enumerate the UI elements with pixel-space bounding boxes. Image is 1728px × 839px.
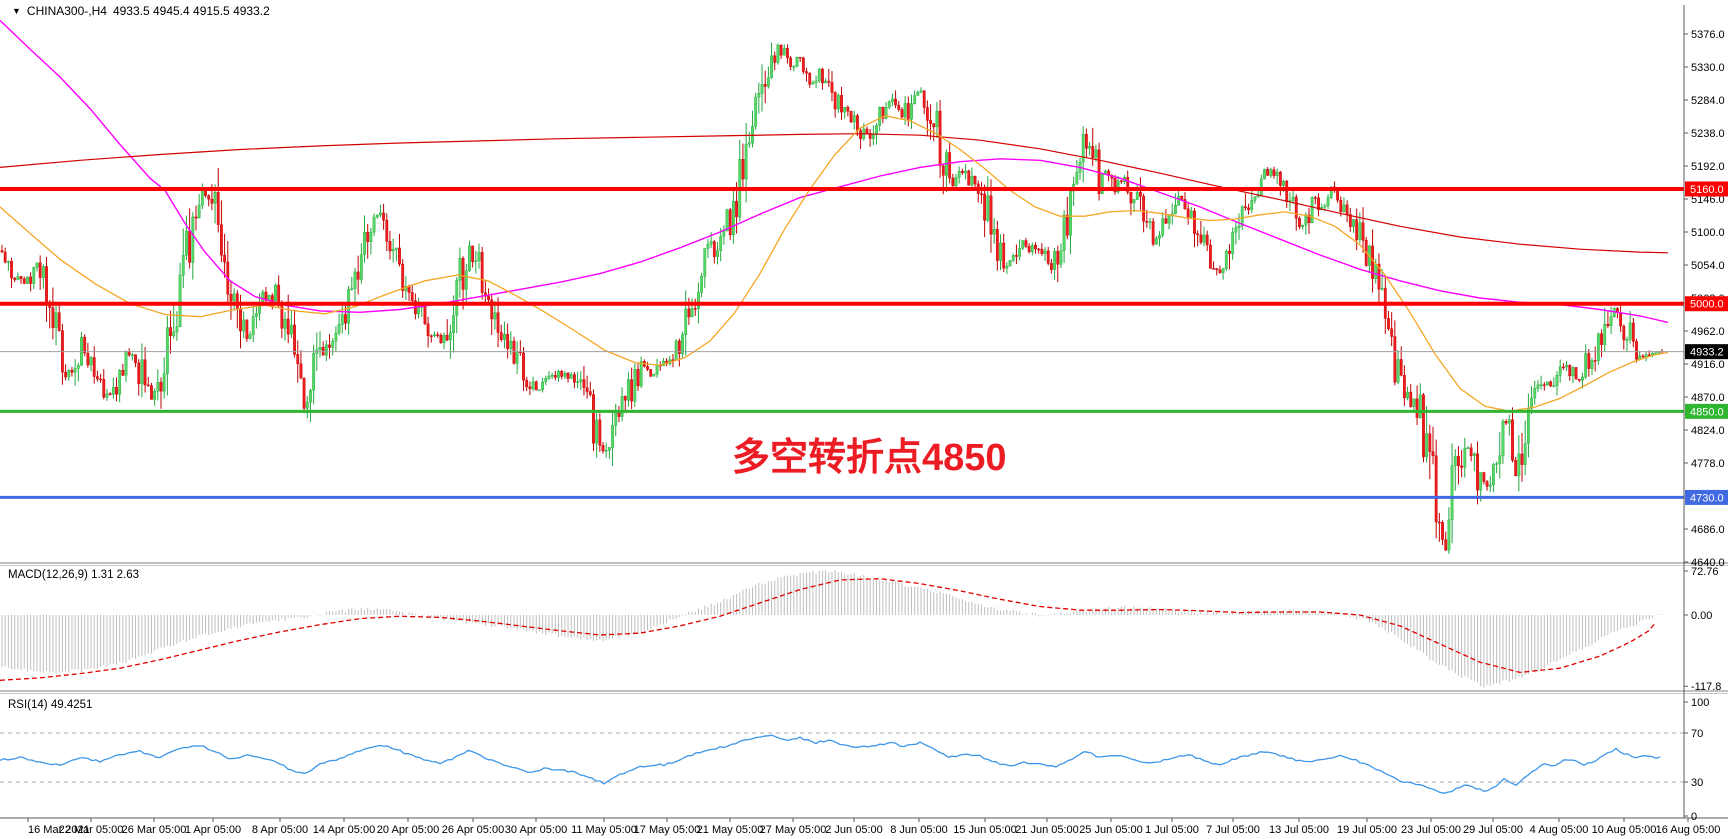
price-badge-resistance-5160 bbox=[1685, 181, 1728, 197]
ohlc-quotes-label: 4933.5 4945.4 4915.5 4933.2 bbox=[112, 4, 270, 18]
price-tick-label: 4640.0 bbox=[1691, 557, 1725, 569]
candles-layer bbox=[0, 42, 1664, 554]
price-badge-support-5000 bbox=[1685, 296, 1728, 312]
annotation-text[interactable]: 多空转折点4850 bbox=[732, 437, 1007, 479]
ma-magenta-line bbox=[0, 19, 1669, 324]
chevron-down-icon[interactable]: ▼ bbox=[12, 6, 21, 16]
macd-indicator-label: MACD(12,26,9) 1.31 2.63 bbox=[8, 569, 140, 581]
symbol-timeframe-label: CHINA300-,H4 bbox=[26, 4, 107, 18]
price-tick-label: 4824.0 bbox=[1691, 425, 1725, 437]
price-badge-label-resistance-5160: 5160.0 bbox=[1690, 184, 1724, 196]
price-tick-label: 4778.0 bbox=[1691, 458, 1725, 470]
rsi-tick-label: 70 bbox=[1691, 728, 1703, 740]
rsi-tick-label: 30 bbox=[1691, 777, 1703, 789]
date-tick-label: 1 Jul 05:00 bbox=[1145, 824, 1199, 836]
price-badge-support-4730 bbox=[1685, 489, 1728, 505]
date-tick-label: 16 Mar 2021 bbox=[28, 824, 90, 836]
price-tick-label: 5376.0 bbox=[1691, 29, 1725, 41]
rsi-indicator-label: RSI(14) 49.4251 bbox=[8, 699, 93, 711]
date-tick-label: 27 May 05:00 bbox=[760, 824, 827, 836]
price-tick-label: 4870.0 bbox=[1691, 392, 1725, 404]
date-tick-label: 14 Apr 05:00 bbox=[313, 824, 375, 836]
date-tick-label: 16 Aug 05:00 bbox=[1656, 824, 1721, 836]
date-tick-label: 1 Apr 05:00 bbox=[185, 824, 241, 836]
date-tick-label: 7 Jul 05:00 bbox=[1206, 824, 1260, 836]
price-tick-label: 4686.0 bbox=[1691, 524, 1725, 536]
rsi-tick-label: 100 bbox=[1691, 697, 1709, 709]
date-tick-label: 21 Jun 05:00 bbox=[1015, 824, 1079, 836]
price-badge-label-support-5000: 5000.0 bbox=[1690, 299, 1724, 311]
date-tick-label: 29 Jul 05:00 bbox=[1463, 824, 1523, 836]
rsi-line bbox=[0, 734, 1661, 794]
macd-signal-line bbox=[0, 578, 1657, 681]
price-tick-label: 5100.0 bbox=[1691, 227, 1725, 239]
price-badge-current-price bbox=[1685, 344, 1728, 360]
date-tick-label: 8 Apr 05:00 bbox=[252, 824, 308, 836]
price-tick-label: 5284.0 bbox=[1691, 95, 1725, 107]
date-tick-label: 21 May 05:00 bbox=[697, 824, 764, 836]
macd-tick-label: -117.8 bbox=[1691, 681, 1721, 693]
rsi-tick-label: 0 bbox=[1691, 811, 1697, 823]
date-tick-label: 25 Jun 05:00 bbox=[1079, 824, 1143, 836]
price-badge-label-current-price: 4933.2 bbox=[1690, 347, 1724, 359]
price-tick-label: 5192.0 bbox=[1691, 161, 1725, 173]
macd-tick-label: 0.00 bbox=[1691, 610, 1712, 622]
date-tick-label: 2 Jun 05:00 bbox=[825, 824, 883, 836]
ma-orange-line bbox=[0, 115, 1669, 412]
date-tick-label: 22 Mar 05:00 bbox=[59, 824, 124, 836]
date-tick-label: 30 Apr 05:00 bbox=[505, 824, 567, 836]
price-tick-label: 5330.0 bbox=[1691, 62, 1725, 74]
price-tick-label: 4916.0 bbox=[1691, 359, 1725, 371]
date-tick-label: 19 Jul 05:00 bbox=[1337, 824, 1397, 836]
date-tick-label: 8 Jun 05:00 bbox=[890, 824, 948, 836]
date-tick-label: 26 Mar 05:00 bbox=[122, 824, 187, 836]
date-tick-label: 15 Jun 05:00 bbox=[953, 824, 1017, 836]
date-tick-label: 26 Apr 05:00 bbox=[442, 824, 504, 836]
date-tick-label: 13 Jul 05:00 bbox=[1269, 824, 1329, 836]
price-tick-label: 5238.0 bbox=[1691, 128, 1725, 140]
symbol-ohlc-header[interactable]: ▼ CHINA300-,H4 4933.5 4945.4 4915.5 4933… bbox=[12, 4, 270, 18]
date-tick-label: 23 Jul 05:00 bbox=[1401, 824, 1461, 836]
price-badge-pivot-4850 bbox=[1685, 403, 1728, 419]
macd-tick-label: 72.76 bbox=[1691, 566, 1719, 578]
price-badge-label-support-4730: 4730.0 bbox=[1690, 492, 1724, 504]
date-tick-label: 10 Aug 05:00 bbox=[1592, 824, 1657, 836]
date-tick-label: 4 Aug 05:00 bbox=[1530, 824, 1589, 836]
date-tick-label: 11 May 05:00 bbox=[571, 824, 637, 836]
price-badge-label-pivot-4850: 4850.0 bbox=[1690, 406, 1724, 418]
price-tick-label: 4962.0 bbox=[1691, 326, 1725, 338]
date-tick-label: 17 May 05:00 bbox=[634, 824, 701, 836]
price-tick-label: 5054.0 bbox=[1691, 260, 1725, 272]
date-tick-label: 20 Apr 05:00 bbox=[377, 824, 439, 836]
macd-histogram bbox=[1, 570, 1663, 688]
ma-red-line bbox=[0, 133, 1669, 254]
price-tick-label: 5146.0 bbox=[1691, 194, 1725, 206]
